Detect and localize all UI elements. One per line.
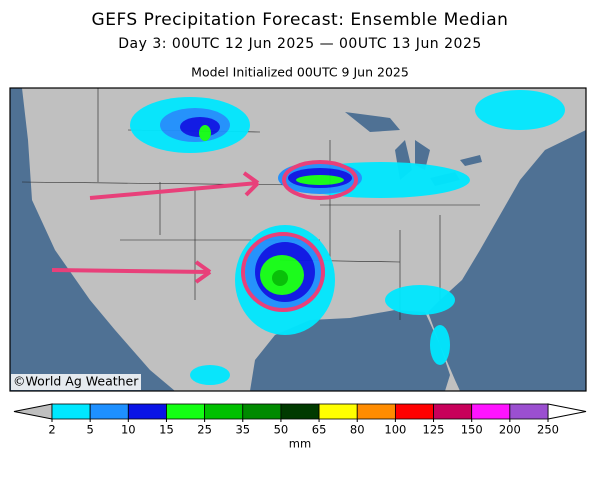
colorbar-segment — [89, 403, 129, 420]
credit: ©World Ag Weather — [13, 374, 139, 389]
colorbar: 2 5 10 15 25 35 50 65 80 100 125 150 200 250 — [13, 403, 587, 437]
colorbar-label: 15 — [159, 423, 174, 437]
colorbar-segment — [433, 403, 473, 420]
subtitle: Day 3: 00UTC 12 Jun 2025 — 00UTC 13 Jun … — [118, 36, 482, 52]
colorbar-under — [13, 403, 53, 420]
title: GEFS Precipitation Forecast: Ensemble Me… — [92, 10, 509, 30]
colorbar-segment — [127, 403, 167, 420]
colorbar-label: 80 — [350, 423, 365, 437]
unit: mm — [289, 437, 311, 451]
colorbar-segment — [509, 403, 549, 420]
colorbar-label: 250 — [537, 423, 559, 437]
colorbar-segment — [356, 403, 396, 420]
colorbar-segment — [51, 403, 91, 420]
precip — [130, 90, 565, 385]
map: ©World Ag Weather — [9, 87, 587, 392]
pacific — [10, 88, 175, 391]
atlantic — [428, 130, 586, 391]
colorbar-segment — [204, 403, 244, 420]
colorbar-segment — [242, 403, 282, 420]
colorbar-label: 65 — [312, 423, 327, 437]
colorbar-label: 100 — [384, 423, 406, 437]
colorbar-label: 50 — [274, 423, 289, 437]
colorbar-label: 35 — [235, 423, 250, 437]
colorbar-label: 2 — [48, 423, 55, 437]
colorbar-label: 10 — [121, 423, 136, 437]
colorbar-label: 25 — [197, 423, 212, 437]
colorbar-segment — [394, 403, 434, 420]
colorbar-label: 150 — [461, 423, 483, 437]
colorbar-label: 5 — [86, 423, 93, 437]
colorbar-label: 200 — [499, 423, 521, 437]
colorbar-segment — [280, 403, 320, 420]
annotations — [51, 160, 358, 312]
init-time: Model Initialized 00UTC 9 Jun 2025 — [191, 65, 409, 80]
colorbar-over — [547, 403, 587, 420]
colorbar-segment — [166, 403, 206, 420]
colorbar-segment — [318, 403, 358, 420]
colorbar-label: 125 — [423, 423, 445, 437]
great-lakes — [345, 112, 482, 186]
colorbar-segment — [471, 403, 511, 420]
